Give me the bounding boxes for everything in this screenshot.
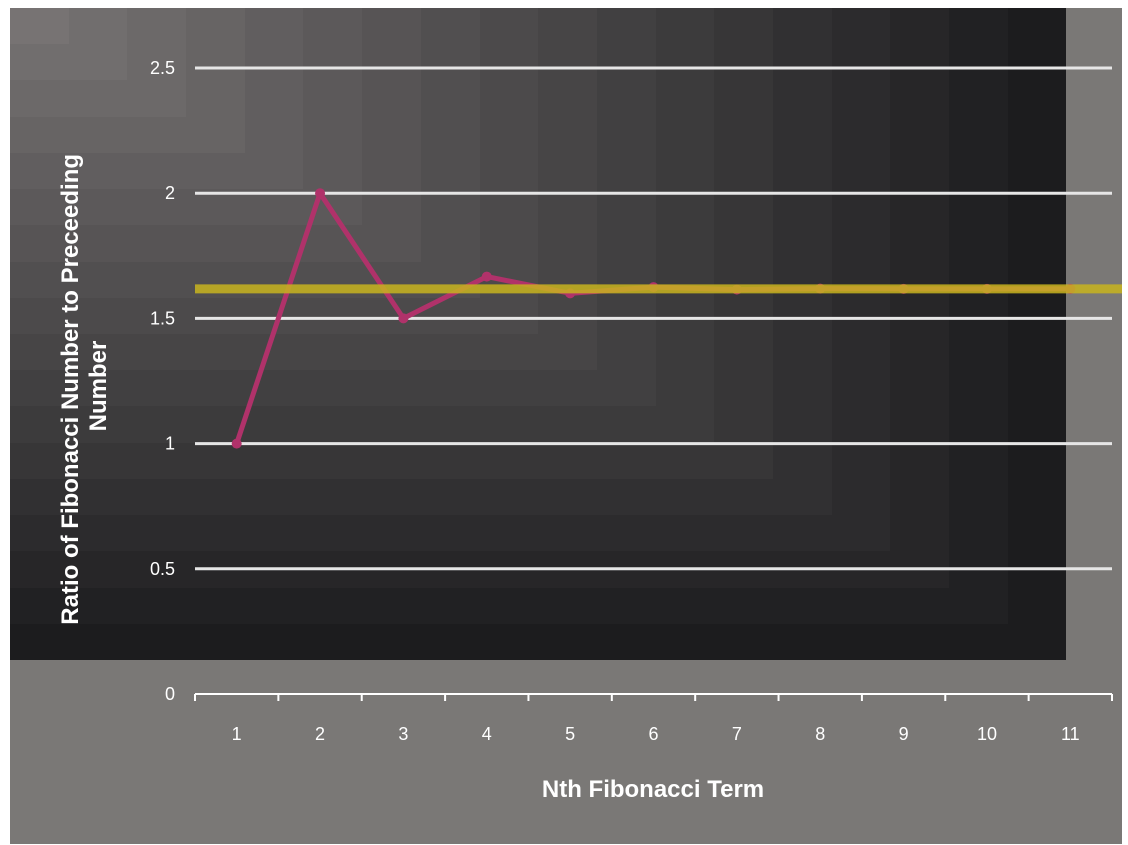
x-tick-label: 7 (732, 724, 742, 744)
y-axis-title: Ratio of Fibonacci Number to Preceeding … (57, 147, 112, 624)
y-tick-label: 2.5 (150, 58, 175, 78)
x-tick-label: 9 (899, 724, 909, 744)
x-tick-label: 8 (815, 724, 825, 744)
y-tick-label: 1 (165, 434, 175, 454)
chart-background (10, 8, 1122, 844)
x-tick-label: 11 (1061, 724, 1080, 744)
y-tick-label: 0 (165, 684, 175, 704)
x-tick-label: 6 (648, 724, 658, 744)
y-axis-title-line-2: Number (85, 341, 112, 432)
data-point (481, 271, 492, 282)
data-point (231, 438, 242, 449)
x-tick-label: 4 (482, 724, 492, 744)
y-tick-labels: 0 0.5 1 1.5 2 2.5 (150, 58, 175, 704)
chart-frame: 0 0.5 1 1.5 2 2.5 1 2 3 4 5 6 7 8 9 10 11 Nth Fibonacci… (10, 8, 1122, 844)
y-tick-label: 0.5 (150, 559, 175, 579)
x-tick-label: 3 (398, 724, 408, 744)
data-point (398, 313, 409, 324)
background-step (10, 8, 69, 44)
x-tick-label: 10 (977, 724, 997, 744)
x-axis-title: Nth Fibonacci Term (542, 776, 764, 803)
data-point (315, 188, 326, 199)
x-tick-labels: 1 2 3 4 5 6 7 8 9 10 11 (232, 724, 1080, 744)
y-axis-title-line-1: Ratio of Fibonacci Number to Preceeding (57, 154, 84, 625)
x-tick-label: 2 (315, 724, 325, 744)
line-chart: 0 0.5 1 1.5 2 2.5 1 2 3 4 5 6 7 8 9 10 11 Nth Fibonacci… (10, 8, 1122, 844)
y-tick-label: 1.5 (150, 308, 175, 328)
gridlines (195, 66, 1112, 571)
y-tick-label: 2 (165, 183, 175, 203)
x-axis (194, 693, 1113, 701)
x-tick-label: 5 (565, 724, 575, 744)
x-tick-label: 1 (232, 724, 242, 744)
